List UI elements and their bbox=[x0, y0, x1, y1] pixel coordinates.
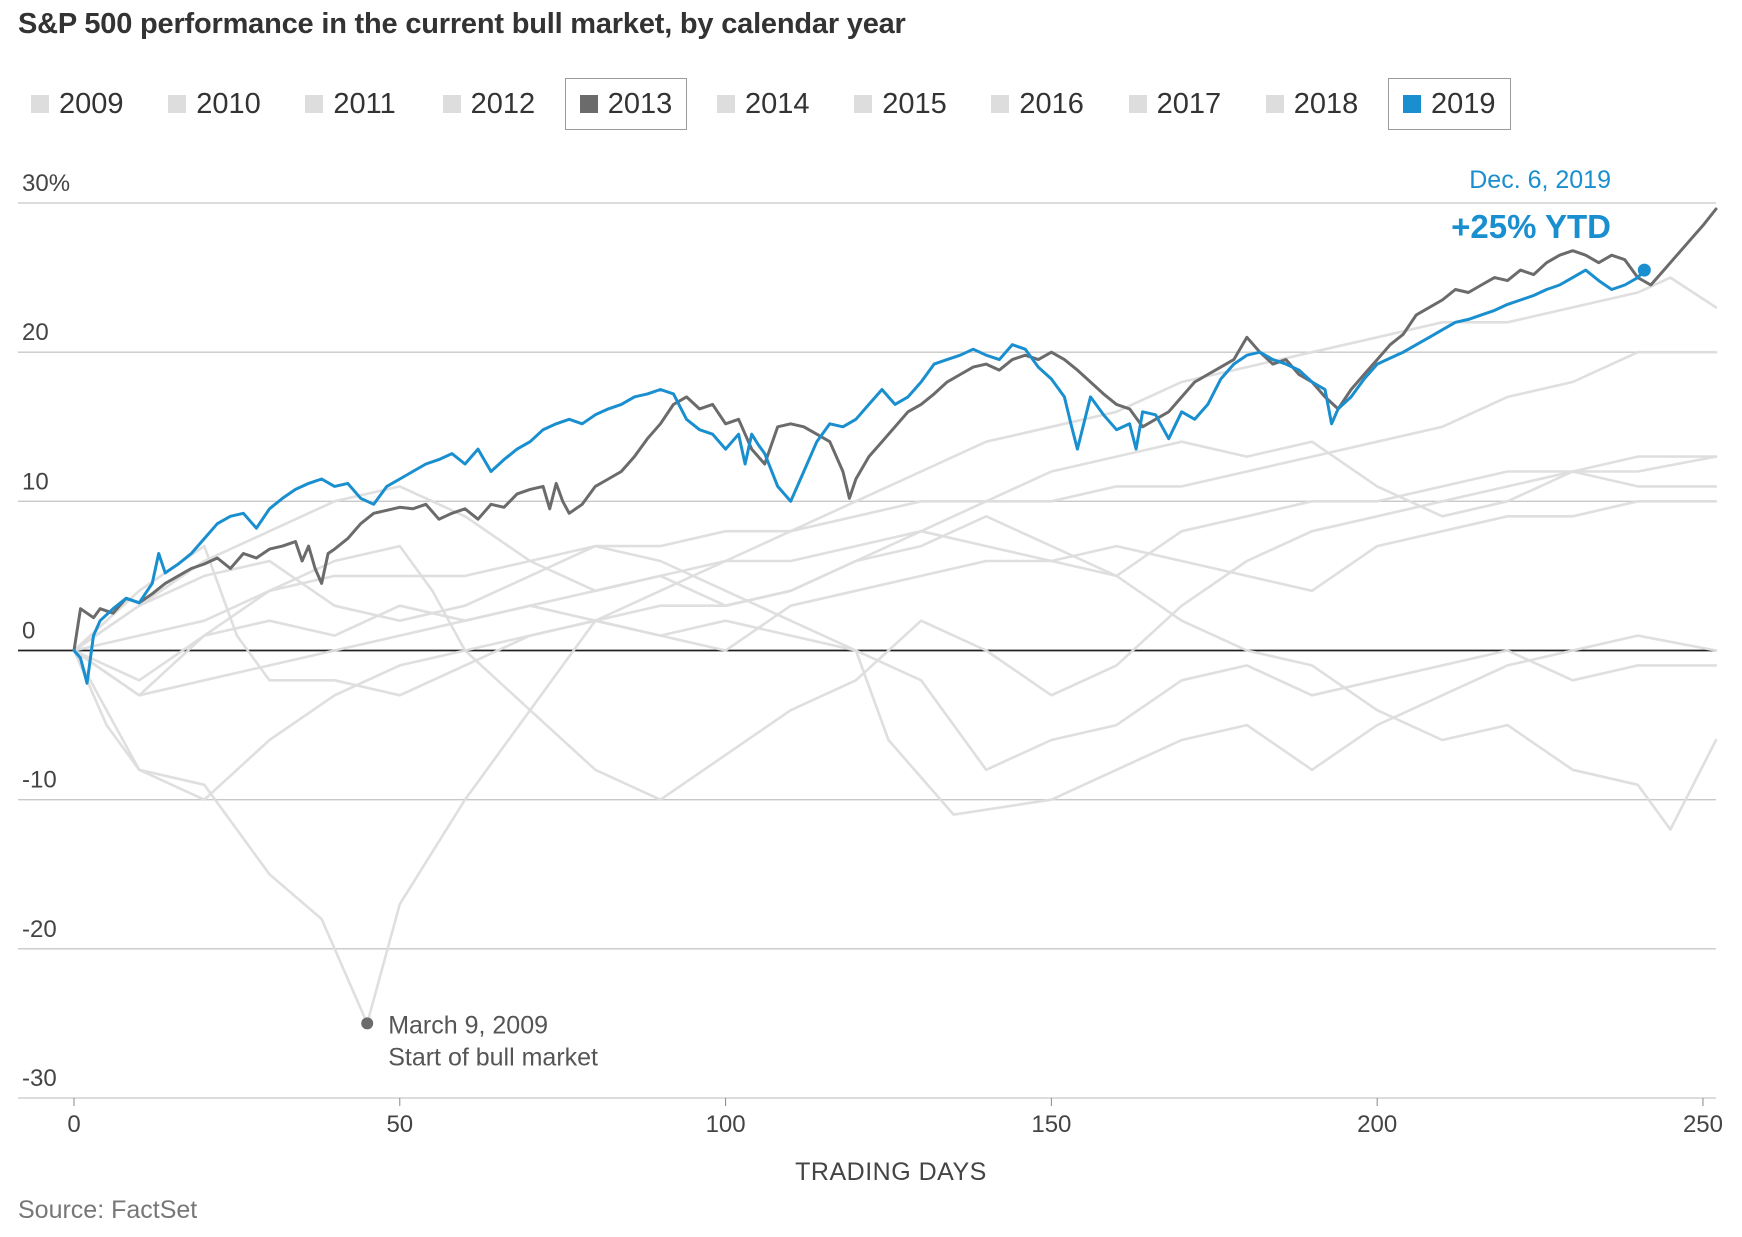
legend-label: 2011 bbox=[333, 87, 396, 120]
legend-label: 2017 bbox=[1156, 87, 1222, 120]
source-note: Source: FactSet bbox=[18, 1196, 198, 1224]
x-tick-label: 0 bbox=[67, 1111, 80, 1138]
y-tick-label: -30 bbox=[22, 1065, 57, 1092]
legend-item-2012[interactable]: 2012 bbox=[428, 78, 551, 130]
legend-label: 2015 bbox=[882, 87, 947, 120]
annotation-title-bull-start: March 9, 2009 bbox=[388, 1011, 548, 1039]
x-tick-label: 250 bbox=[1683, 1111, 1723, 1138]
legend-swatch bbox=[991, 95, 1010, 113]
legend-swatch bbox=[1128, 95, 1147, 113]
x-tick-label: 200 bbox=[1357, 1111, 1397, 1138]
legend-item-2013[interactable]: 2013 bbox=[564, 78, 688, 130]
annotation-value-latest: +25% YTD bbox=[1451, 208, 1611, 245]
line-chart: -30 -20 -10 0 10 20 30% 0 50 100 150 200 250 TRADING … bbox=[18, 166, 1723, 1186]
legend-item-2019[interactable]: 2019 bbox=[1388, 78, 1511, 130]
legend-item-2010[interactable]: 2010 bbox=[153, 78, 276, 130]
legend-item-2018[interactable]: 2018 bbox=[1251, 78, 1374, 130]
legend-label: 2016 bbox=[1019, 87, 1084, 120]
legend-swatch bbox=[717, 95, 735, 113]
legend-swatch bbox=[1265, 95, 1284, 113]
legend-label: 2014 bbox=[745, 87, 810, 120]
legend-item-2011[interactable]: 2011 bbox=[290, 78, 410, 130]
legend-label: 2010 bbox=[196, 87, 261, 120]
x-axis-label: TRADING DAYS bbox=[795, 1158, 987, 1186]
legend-item-2017[interactable]: 2017 bbox=[1114, 78, 1237, 130]
year-legend: 2009 2010 2011 2012 2013 2014 2015 2016 2017 2018… bbox=[18, 78, 1718, 132]
y-tick-label: 30% bbox=[22, 170, 70, 197]
legend-label: 2013 bbox=[607, 87, 673, 120]
annotation-dot-bull-start bbox=[361, 1017, 374, 1030]
y-tick-label: 0 bbox=[22, 618, 35, 645]
y-tick-label: -10 bbox=[22, 767, 57, 794]
legend-item-2015[interactable]: 2015 bbox=[839, 78, 962, 130]
series-line-2019 bbox=[72, 268, 1646, 685]
annotation-dot-latest bbox=[1637, 263, 1651, 277]
y-tick-label: -20 bbox=[22, 916, 57, 943]
legend-label: 2009 bbox=[59, 87, 124, 120]
series-line-2012 bbox=[72, 440, 1718, 652]
series-line-2011 bbox=[72, 544, 1718, 816]
legend-swatch bbox=[31, 95, 49, 113]
x-tick-label: 100 bbox=[706, 1111, 746, 1138]
series-line-2018 bbox=[72, 515, 1718, 831]
series-line-2013 bbox=[72, 207, 1718, 652]
legend-swatch bbox=[1403, 95, 1421, 113]
series-line-2015 bbox=[72, 604, 1718, 772]
series-line-2014 bbox=[72, 470, 1718, 697]
y-tick-label: 20 bbox=[22, 319, 49, 346]
legend-item-2016[interactable]: 2016 bbox=[976, 78, 1099, 130]
legend-item-2009[interactable]: 2009 bbox=[16, 78, 139, 130]
series-line-2017 bbox=[72, 350, 1718, 652]
annotation-subtitle-bull-start: Start of bull market bbox=[388, 1043, 598, 1071]
legend-label: 2019 bbox=[1431, 87, 1496, 120]
series-line-2009 bbox=[72, 276, 1718, 1025]
annotation-date-latest: Dec. 6, 2019 bbox=[1469, 166, 1611, 194]
legend-swatch bbox=[442, 95, 461, 113]
x-tick-label: 150 bbox=[1031, 1111, 1071, 1138]
legend-label: 2012 bbox=[470, 87, 536, 120]
legend-swatch bbox=[168, 95, 187, 113]
legend-label: 2018 bbox=[1293, 87, 1359, 120]
chart-title: S&P 500 performance in the current bull … bbox=[18, 8, 906, 40]
series-line-2016 bbox=[72, 500, 1718, 801]
x-tick-label: 50 bbox=[386, 1111, 413, 1138]
legend-item-2014[interactable]: 2014 bbox=[702, 78, 825, 130]
legend-swatch bbox=[579, 95, 598, 113]
y-tick-label: 10 bbox=[22, 468, 49, 495]
legend-swatch bbox=[854, 95, 873, 113]
legend-swatch bbox=[305, 95, 324, 113]
